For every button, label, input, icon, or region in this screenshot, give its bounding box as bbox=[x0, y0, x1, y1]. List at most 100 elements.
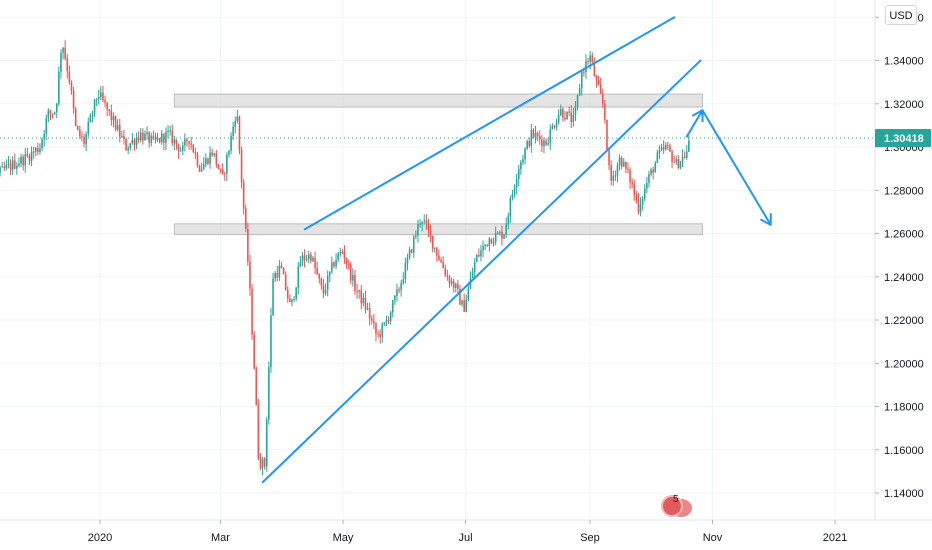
candle-body bbox=[436, 247, 438, 256]
candle-body bbox=[331, 262, 333, 272]
x-tick-label: May bbox=[333, 532, 354, 544]
currency-button[interactable]: USD bbox=[885, 5, 917, 25]
candle-body bbox=[641, 198, 644, 205]
candle-body bbox=[406, 257, 409, 264]
candle-body bbox=[349, 264, 352, 281]
candle-body bbox=[198, 165, 201, 172]
candle-body bbox=[297, 266, 300, 288]
candle-body bbox=[601, 93, 604, 104]
candle-body bbox=[299, 262, 302, 267]
x-tick-label: 2020 bbox=[88, 532, 112, 544]
candle-body bbox=[64, 47, 66, 59]
candle-body bbox=[83, 137, 85, 145]
candle-body bbox=[97, 96, 100, 100]
candle-body bbox=[121, 136, 123, 138]
candle-body bbox=[595, 76, 598, 81]
candle-body bbox=[102, 92, 104, 101]
candle-body bbox=[381, 324, 384, 337]
candle-body bbox=[316, 267, 318, 274]
candlestick-series bbox=[0, 40, 690, 476]
candle-body bbox=[471, 272, 474, 279]
candle-body bbox=[238, 116, 241, 151]
candle-body bbox=[249, 261, 251, 289]
candle-body bbox=[51, 113, 54, 115]
candle-body bbox=[230, 135, 232, 151]
candle-body bbox=[211, 152, 213, 156]
candle-body bbox=[639, 204, 642, 212]
lower-channel-line[interactable] bbox=[261, 59, 702, 484]
candle-body bbox=[207, 158, 209, 164]
candle-body bbox=[43, 133, 45, 140]
candle-body bbox=[671, 151, 673, 162]
candle-body bbox=[72, 90, 75, 109]
candle-body bbox=[223, 173, 226, 175]
candle-body bbox=[677, 159, 680, 169]
candle-body bbox=[614, 175, 617, 177]
candle-body bbox=[673, 161, 675, 163]
candle-body bbox=[70, 82, 73, 91]
trendline-drawings[interactable] bbox=[261, 16, 772, 484]
support-zone[interactable] bbox=[173, 223, 703, 236]
candle-body bbox=[100, 92, 102, 97]
candle-body bbox=[328, 271, 331, 276]
candle-body bbox=[282, 268, 285, 275]
candle-body bbox=[484, 244, 486, 247]
candle-body bbox=[34, 147, 37, 152]
candle-body bbox=[85, 133, 87, 145]
candle-body bbox=[123, 136, 125, 139]
candle-body bbox=[612, 175, 615, 181]
candle-body bbox=[679, 161, 682, 169]
candle-body bbox=[383, 322, 386, 325]
candle-body bbox=[39, 148, 41, 152]
candle-body bbox=[549, 129, 552, 143]
candle-body bbox=[377, 333, 379, 335]
candle-body bbox=[662, 147, 665, 150]
candle-body bbox=[335, 260, 337, 267]
candle-body bbox=[337, 253, 339, 261]
y-tick-label: 1.18000 bbox=[884, 402, 924, 414]
candle-body bbox=[253, 334, 255, 369]
y-tick-label: 1.34000 bbox=[884, 56, 924, 68]
candle-body bbox=[110, 110, 113, 121]
candle-body bbox=[108, 109, 111, 111]
candle-body bbox=[219, 169, 222, 171]
resistance-zone[interactable] bbox=[173, 93, 703, 108]
candle-body bbox=[312, 257, 314, 261]
y-tick-label: 1.26000 bbox=[884, 229, 924, 241]
candle-body bbox=[433, 247, 436, 249]
price-axis[interactable]: 1.360001.340001.320001.300001.280001.260… bbox=[874, 0, 924, 520]
time-axis[interactable]: 2020 Mar May Jul Sep Nov 2021 bbox=[0, 519, 932, 544]
candle-body bbox=[499, 231, 501, 234]
candle-body bbox=[667, 145, 669, 147]
upper-channel-line[interactable] bbox=[303, 16, 676, 231]
candle-body bbox=[654, 162, 657, 173]
candle-body bbox=[13, 160, 16, 169]
candle-body bbox=[221, 169, 224, 174]
candle-body bbox=[226, 154, 228, 174]
candle-body bbox=[255, 368, 258, 406]
candle-body bbox=[158, 138, 161, 143]
candle-body bbox=[635, 194, 638, 201]
candle-body bbox=[11, 160, 14, 170]
candle-body bbox=[200, 169, 203, 172]
candle-body bbox=[354, 275, 356, 292]
candle-body bbox=[583, 71, 585, 73]
candle-body bbox=[412, 237, 415, 253]
economic-event-badge[interactable]: 5 bbox=[661, 494, 693, 517]
candle-body bbox=[74, 108, 77, 126]
candle-body bbox=[685, 151, 688, 159]
candle-body bbox=[291, 299, 293, 302]
projection-arrow[interactable] bbox=[685, 109, 772, 226]
candle-body bbox=[482, 246, 484, 251]
candle-body bbox=[606, 119, 608, 150]
candle-body bbox=[45, 118, 48, 134]
candle-body bbox=[574, 106, 577, 115]
candle-body bbox=[461, 300, 463, 305]
candle-body bbox=[580, 71, 583, 89]
candle-body bbox=[501, 231, 503, 239]
candle-body bbox=[396, 289, 398, 296]
candle-body bbox=[421, 221, 423, 224]
candle-body bbox=[280, 266, 283, 269]
candle-body bbox=[7, 163, 10, 165]
